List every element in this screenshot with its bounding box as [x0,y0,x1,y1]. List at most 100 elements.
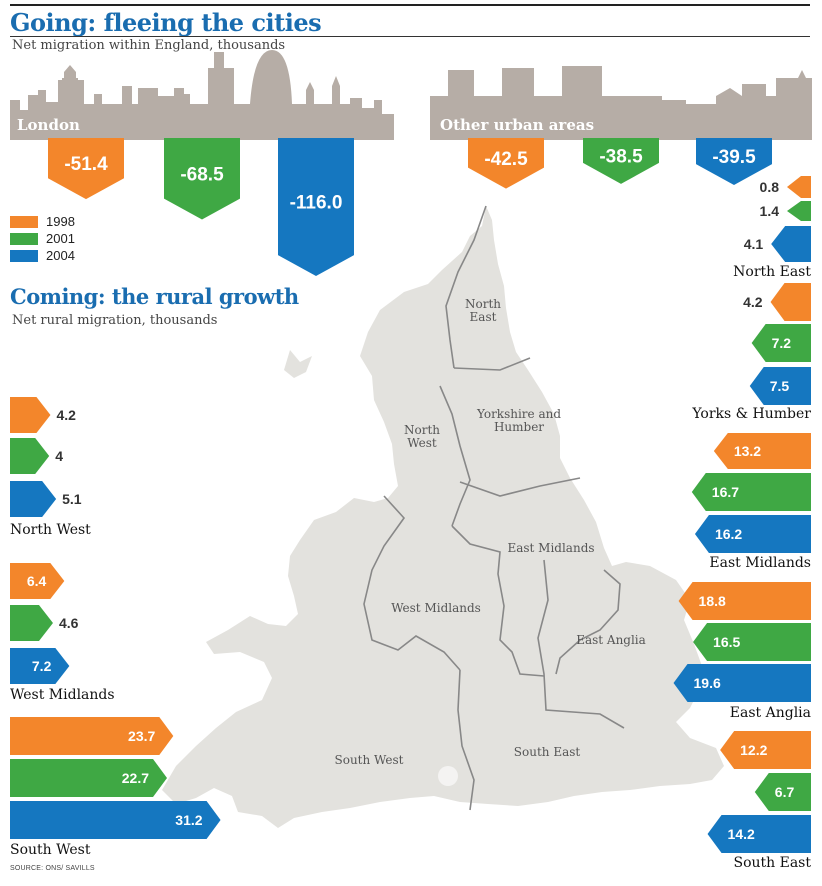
legend-2001-label: 2001 [46,231,75,246]
coming-subtitle: Net rural migration, thousands [12,313,218,328]
england-map [162,205,724,828]
legend-2004-label: 2004 [46,248,75,263]
rural-bar-north-east-2001 [787,201,811,221]
rural-bar-east-anglia-2001 [693,623,811,661]
region-label-north-west: North West [10,522,91,538]
rural-value-south-east-2004: 14.2 [728,826,755,842]
going-value-other-urban-areas-1998: -42.5 [484,149,528,170]
rural-bar-south-east-1998 [720,731,811,769]
rural-value-east-midlands-2004: 16.2 [715,526,742,542]
rural-bar-north-west-1998 [10,397,51,433]
rural-bar-east-midlands-2004 [694,515,811,553]
going-chart: -51.4 -68.5 -116.0 -42.5 -38.5 -39.5 [48,138,772,277]
rural-value-yorks-humber-1998: 4.2 [743,294,763,310]
region-label-east-anglia: East Anglia [730,705,811,721]
going-value-other-urban-areas-2001: -38.5 [599,146,643,167]
coming-title: Coming: the rural growth [10,284,299,309]
rural-value-south-west-2004: 31.2 [175,812,202,828]
top-rule [10,4,810,6]
rural-bar-south-west-2004 [10,801,221,839]
going-bar-london-1998 [48,138,124,200]
rural-bar-yorks-humber-1998 [770,283,811,321]
rural-bar-west-midlands-2001 [10,605,53,641]
rural-bar-yorks-humber-2001 [751,324,811,362]
going-bar-london-2001 [164,138,240,220]
rural-value-north-east-2004: 4.1 [744,236,764,252]
rural-bar-west-midlands-2004 [10,648,70,684]
legend-2001-swatch [10,232,38,245]
rural-value-east-anglia-2004: 19.6 [694,675,721,691]
going-bar-london-2004 [278,138,354,277]
map-label-east-midlands: East Midlands [507,541,595,555]
legend-2001: 2001 [10,230,75,247]
going-bar-other-urban-areas-2004 [696,138,772,186]
rural-value-west-midlands-2001: 4.6 [59,615,79,631]
rural-bar-south-east-2004 [707,815,811,853]
rural-bar-east-anglia-2004 [673,664,811,702]
rural-bar-south-west-1998 [10,717,174,755]
legend-1998-label: 1998 [46,214,75,229]
rural-value-yorks-humber-2004: 7.5 [770,378,790,394]
legend: 1998 2001 2004 [10,213,75,264]
rural-value-east-midlands-2001: 16.7 [712,484,739,500]
rural-bar-west-midlands-1998 [10,563,65,599]
title-rule [10,36,810,37]
going-value-london-1998: -51.4 [64,154,108,175]
legend-2004: 2004 [10,247,75,264]
legend-1998-swatch [10,215,38,228]
map-label-south-east: South East [513,745,581,759]
rural-value-yorks-humber-2001: 7.2 [772,335,792,351]
map-label-east-anglia: East Anglia [576,633,646,647]
going-title: Going: fleeing the cities [10,8,322,37]
going-value-london-2004: -116.0 [290,193,343,214]
legend-1998: 1998 [10,213,75,230]
map-label-yorkshire: Yorkshire and Humber [476,407,562,434]
rural-value-north-west-1998: 4.2 [56,407,76,423]
rural-value-west-midlands-1998: 6.4 [27,573,47,589]
going-subtitle: Net migration within England, thousands [12,38,286,53]
source-note: SOURCE: ONS/ SAVILLS [10,865,95,872]
map-label-north-west: North West [403,423,440,450]
rural-value-north-west-2004: 5.1 [62,491,82,507]
region-label-south-west: South West [10,842,91,858]
rural-bar-north-west-2004 [10,481,57,517]
rural-bar-north-west-2001 [10,438,50,474]
legend-2004-swatch [10,249,38,262]
region-label-east-midlands: East Midlands [709,555,811,571]
rural-bar-east-midlands-2001 [691,473,811,511]
rural-bar-yorks-humber-2004 [749,367,811,405]
rural-value-east-anglia-2001: 16.5 [713,634,740,650]
map-label-north-east: North East [464,297,501,324]
rural-bar-north-east-1998 [787,176,811,198]
rural-bar-south-west-2001 [10,759,168,797]
rural-value-north-east-2001: 1.4 [760,203,780,219]
rural-value-south-west-1998: 23.7 [128,728,155,744]
london-label: London [17,116,80,134]
rural-bar-east-midlands-1998 [713,433,811,469]
going-bar-other-urban-areas-1998 [468,138,544,189]
map-label-south-west: South West [334,753,404,767]
going-value-other-urban-areas-2004: -39.5 [712,147,756,168]
rural-value-north-east-1998: 0.8 [760,179,780,195]
map-label-west-midlands: West Midlands [391,601,481,615]
urban-skyline [430,66,812,140]
urban-label: Other urban areas [440,116,595,134]
rural-bar-south-east-2001 [754,773,811,811]
rural-value-north-west-2001: 4 [55,448,63,464]
london-skyline [10,50,394,140]
rural-value-west-midlands-2004: 7.2 [32,658,52,674]
region-label-west-midlands: West Midlands [10,687,115,703]
going-bar-other-urban-areas-2001 [583,138,659,184]
rural-bar-east-anglia-1998 [678,582,811,620]
rural-value-east-anglia-1998: 18.8 [699,593,726,609]
rural-bar-north-east-2004 [771,226,811,262]
region-label-north-east: North East [733,264,811,280]
rural-value-east-midlands-1998: 13.2 [734,443,761,459]
region-label-south-east: South East [733,855,811,871]
rural-value-south-west-2001: 22.7 [122,770,149,786]
region-label-yorks-humber: Yorks & Humber [691,406,811,422]
rural-value-south-east-2001: 6.7 [775,784,795,800]
going-value-london-2001: -68.5 [180,164,224,185]
rural-value-south-east-1998: 12.2 [740,742,767,758]
